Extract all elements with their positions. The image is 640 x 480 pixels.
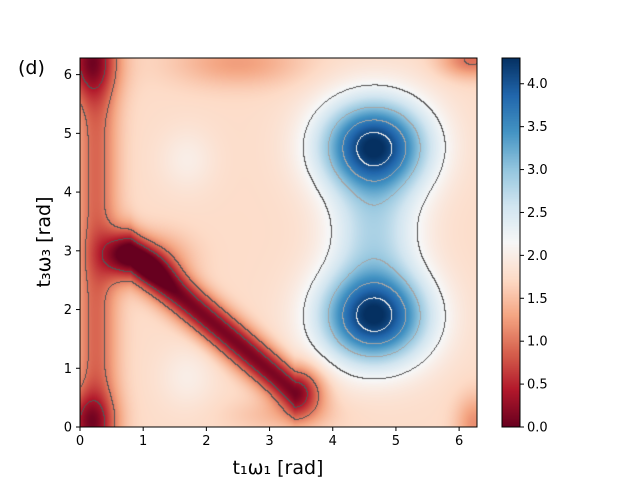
heatmap-image — [80, 58, 477, 427]
x-tick-label: 4 — [329, 434, 337, 449]
colorbar-ticks: 0.0 0.5 1.0 1.5 2.0 2.5 3.0 3.5 4.0 — [520, 77, 548, 436]
y-axis-label: t₃ω₃ [rad] — [33, 197, 55, 288]
colorbar-tick-label: 4.0 — [527, 77, 548, 92]
x-tick-label: 3 — [265, 434, 273, 449]
y-tick-label: 6 — [64, 68, 72, 83]
colorbar-frame — [501, 57, 521, 428]
colorbar-gradient — [502, 58, 520, 427]
y-tick-label: 2 — [64, 303, 72, 318]
x-tick-label: 2 — [202, 434, 210, 449]
y-tick-label: 4 — [64, 186, 72, 201]
y-axis-label-text: t₃ω₃ [rad] — [33, 197, 55, 288]
colorbar-tick-label: 1.0 — [527, 335, 548, 350]
colorbar: 0.0 0.5 1.0 1.5 2.0 2.5 3.0 3.5 4.0 — [501, 57, 548, 436]
y-tick-label: 0 — [64, 421, 72, 436]
colorbar-tick-label: 1.5 — [527, 292, 548, 307]
x-tick-label: 0 — [76, 434, 84, 449]
y-tick-label: 3 — [64, 244, 72, 259]
x-axis-label: t₁ω₁ [rad] — [233, 457, 324, 479]
y-tick-label: 5 — [64, 127, 72, 142]
x-tick-label: 5 — [392, 434, 400, 449]
colorbar-tick-label: 0.0 — [527, 421, 548, 436]
x-axis-label-text: t₁ω₁ [rad] — [233, 457, 324, 479]
colorbar-tick-label: 0.5 — [527, 378, 548, 393]
colorbar-tick-label: 2.5 — [527, 206, 548, 221]
colorbar-tick-label: 3.0 — [527, 163, 548, 178]
plot-area — [79, 57, 478, 428]
y-tick-label: 1 — [64, 362, 72, 377]
x-tick-label: 6 — [455, 434, 463, 449]
colorbar-tick-label: 2.0 — [527, 249, 548, 264]
y-axis: 0 1 2 3 4 5 6 — [64, 68, 80, 436]
colorbar-tick-label: 3.5 — [527, 120, 548, 135]
panel-label: (d) — [18, 57, 45, 79]
x-axis: 0 1 2 3 4 5 6 — [76, 427, 463, 449]
plot-frame — [79, 57, 478, 428]
x-tick-label: 1 — [139, 434, 147, 449]
